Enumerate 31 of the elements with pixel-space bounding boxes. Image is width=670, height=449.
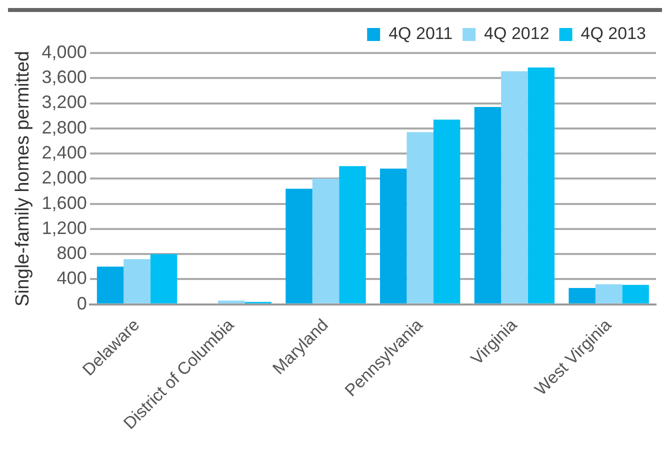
y-axis-title: Single-family homes permitted: [12, 50, 34, 306]
y-tick-label: 3,200: [42, 92, 87, 112]
y-tick-label: 800: [56, 243, 87, 264]
bar: [339, 166, 366, 304]
bar: [528, 67, 555, 304]
bar: [150, 254, 178, 304]
bar: [218, 300, 245, 304]
legend-label: 4Q 2013: [580, 24, 646, 44]
bar: [406, 132, 434, 304]
bar: [380, 168, 407, 304]
y-tick-label: 1,200: [42, 218, 87, 238]
y-tick-label: 400: [56, 268, 87, 288]
bar: [286, 188, 312, 304]
y-tick-label: 2,400: [42, 142, 87, 163]
y-tick-label: 3,600: [42, 67, 87, 88]
bar: [433, 120, 460, 304]
y-tick-label: 2,000: [42, 168, 87, 188]
y-tick-label: 2,800: [42, 117, 87, 138]
bar: [96, 266, 124, 304]
y-tick-label: 0: [76, 293, 87, 314]
legend-label: 4Q 2011: [388, 24, 453, 44]
bar: [622, 284, 649, 304]
bar: [501, 71, 528, 304]
y-tick-label: 1,600: [42, 192, 87, 213]
bar: [595, 284, 622, 304]
y-tick-label: 4,000: [42, 42, 87, 62]
bar: [568, 288, 596, 304]
legend-label: 4Q 2012: [484, 24, 550, 44]
bar: [124, 259, 150, 304]
bar: [312, 178, 340, 304]
bar: [474, 107, 502, 304]
